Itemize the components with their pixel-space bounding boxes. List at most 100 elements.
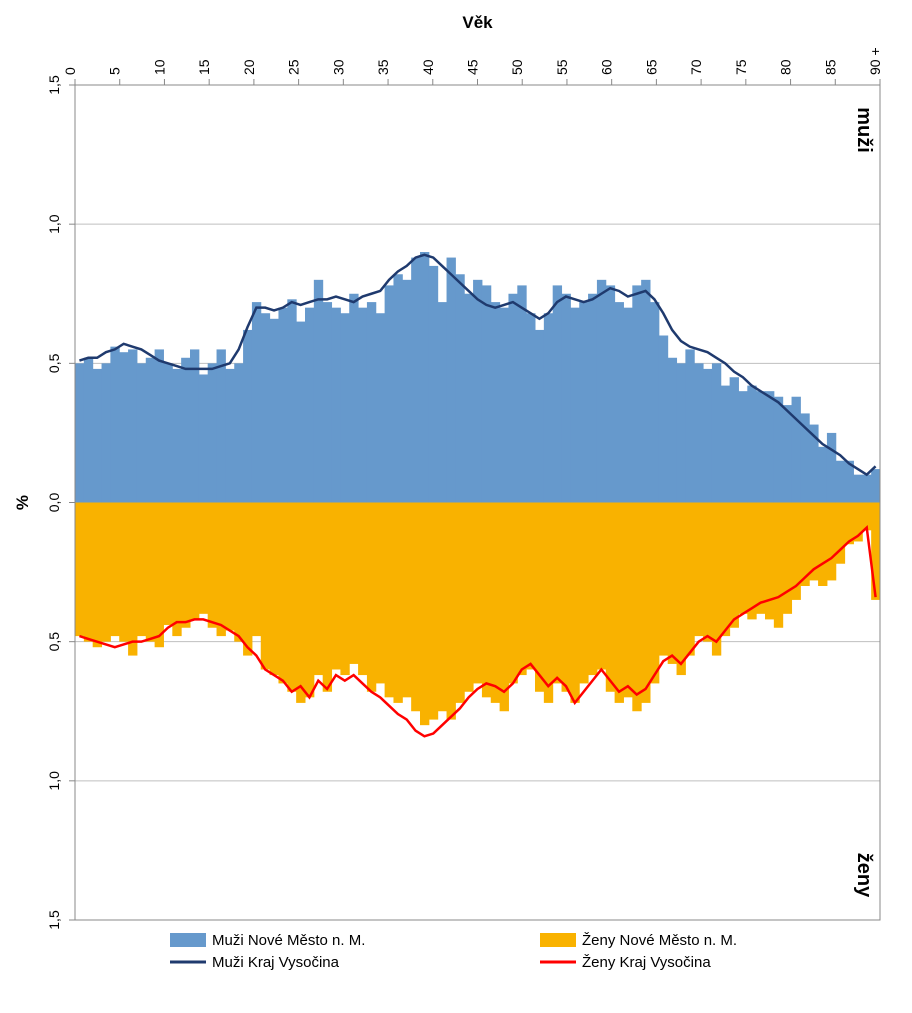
bar-women bbox=[473, 503, 482, 684]
bar-women bbox=[685, 503, 694, 656]
bar-men bbox=[623, 308, 632, 503]
bar-women bbox=[393, 503, 402, 703]
bar-women bbox=[137, 503, 146, 637]
x-tick-label: 10 bbox=[151, 59, 167, 75]
bar-women bbox=[632, 503, 641, 712]
bar-men bbox=[376, 313, 385, 502]
x-tick-label: 50 bbox=[509, 59, 525, 75]
bar-men bbox=[305, 308, 314, 503]
bar-men bbox=[765, 391, 774, 502]
bar-men bbox=[455, 274, 464, 502]
bar-men bbox=[385, 285, 394, 502]
bar-men bbox=[588, 294, 597, 503]
legend-label: Muži Nové Město n. M. bbox=[212, 932, 365, 949]
bar-women bbox=[730, 503, 739, 628]
bar-men bbox=[367, 302, 376, 502]
bar-men bbox=[508, 294, 517, 503]
x-axis-title: Věk bbox=[462, 13, 493, 32]
bar-men bbox=[252, 302, 261, 502]
bar-men bbox=[323, 302, 332, 502]
bar-women bbox=[447, 503, 456, 720]
bar-women bbox=[579, 503, 588, 684]
bar-women bbox=[420, 503, 429, 726]
side-label-bottom: ženy bbox=[853, 853, 875, 898]
bar-women bbox=[84, 503, 93, 642]
bar-men bbox=[181, 358, 190, 503]
bar-men bbox=[677, 363, 686, 502]
bar-men bbox=[243, 330, 252, 503]
x-tick-label-last: 90 + bbox=[867, 47, 883, 75]
bar-women bbox=[597, 503, 606, 670]
legend-swatch bbox=[540, 933, 576, 947]
bar-men bbox=[871, 469, 880, 502]
bar-women bbox=[402, 503, 411, 698]
bar-men bbox=[314, 280, 323, 503]
bar-women bbox=[482, 503, 491, 698]
x-tick-label: 75 bbox=[733, 59, 749, 75]
bar-men bbox=[641, 280, 650, 503]
bar-women bbox=[305, 503, 314, 698]
bar-men bbox=[562, 294, 571, 503]
bar-men bbox=[172, 369, 181, 503]
bar-women bbox=[464, 503, 473, 692]
bar-men bbox=[818, 447, 827, 503]
bar-men bbox=[553, 285, 562, 502]
bar-men bbox=[332, 308, 341, 503]
bar-women bbox=[243, 503, 252, 656]
bar-women bbox=[650, 503, 659, 684]
y-tick-label: 0,0 bbox=[46, 493, 62, 513]
bar-women bbox=[588, 503, 597, 676]
bar-men bbox=[119, 352, 128, 502]
bar-men bbox=[738, 391, 747, 502]
bar-men bbox=[491, 302, 500, 502]
bar-men bbox=[482, 285, 491, 502]
bar-men bbox=[75, 363, 84, 502]
bar-men bbox=[774, 397, 783, 503]
y-tick-label: 1,0 bbox=[46, 214, 62, 234]
bar-women bbox=[721, 503, 730, 637]
bar-men bbox=[208, 363, 217, 502]
legend-swatch bbox=[170, 933, 206, 947]
bar-women bbox=[190, 503, 199, 620]
bar-men bbox=[579, 302, 588, 502]
x-tick-label: 5 bbox=[107, 67, 123, 75]
bar-women bbox=[526, 503, 535, 670]
bar-men bbox=[685, 349, 694, 502]
y-axis-title: % bbox=[13, 495, 32, 510]
bar-women bbox=[544, 503, 553, 703]
x-tick-label: 85 bbox=[822, 59, 838, 75]
x-tick-label: 55 bbox=[554, 59, 570, 75]
bar-men bbox=[349, 294, 358, 503]
bar-women bbox=[491, 503, 500, 703]
bar-men bbox=[730, 377, 739, 502]
bar-women bbox=[358, 503, 367, 676]
bar-women bbox=[827, 503, 836, 581]
bar-women bbox=[703, 503, 712, 642]
bar-men bbox=[756, 391, 765, 502]
bar-women bbox=[429, 503, 438, 720]
bar-women bbox=[668, 503, 677, 664]
bar-women bbox=[747, 503, 756, 620]
x-tick-label: 30 bbox=[330, 59, 346, 75]
bar-men bbox=[535, 330, 544, 503]
bar-men bbox=[447, 258, 456, 503]
bar-men bbox=[632, 285, 641, 502]
bar-women bbox=[278, 503, 287, 684]
bar-women bbox=[818, 503, 827, 587]
bar-women bbox=[712, 503, 721, 656]
bar-women bbox=[102, 503, 111, 642]
bar-men bbox=[862, 475, 871, 503]
bar-men bbox=[155, 349, 164, 502]
bar-women bbox=[119, 503, 128, 642]
bar-men bbox=[853, 475, 862, 503]
bar-women bbox=[411, 503, 420, 712]
bar-women bbox=[234, 503, 243, 642]
bar-men bbox=[606, 285, 615, 502]
bar-men bbox=[128, 349, 137, 502]
bar-men bbox=[287, 299, 296, 502]
bar-men bbox=[615, 302, 624, 502]
bar-women bbox=[225, 503, 234, 631]
bar-women bbox=[677, 503, 686, 676]
bar-men bbox=[526, 313, 535, 502]
bar-women bbox=[606, 503, 615, 692]
